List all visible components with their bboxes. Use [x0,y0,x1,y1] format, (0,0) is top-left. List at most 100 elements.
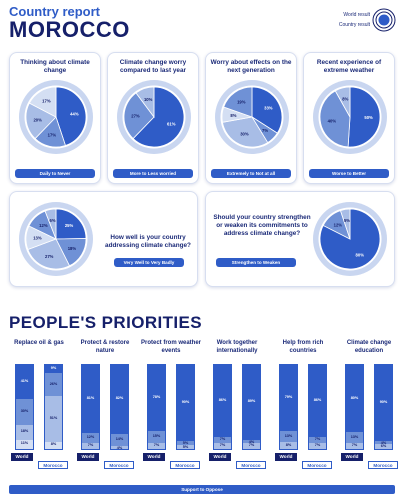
card-title: Should your country strengthen or weaken… [213,214,311,237]
card-addressing: 25% 18% 27% 13% 12% 6% How well is your count… [9,191,198,287]
bar-segment: 14% [111,433,128,446]
pie-slice [223,86,253,118]
bar-label: 12% [86,435,95,440]
bar-label: 4% [248,439,255,444]
bar-segment: 8% [45,441,62,449]
pie-slice [339,208,351,240]
pie-label: 12% [39,223,48,228]
pie-chart: 44% 17% 20% 17% [19,80,93,154]
scale-bar: Extremely to Not at all [211,169,291,178]
bar-label: 30% [20,409,29,414]
priority-title: Help from rich countries [282,340,324,354]
bar-label: 79% [284,395,293,400]
pie-label: 40% [328,119,337,124]
bar-segment: 7% [214,437,231,444]
bar-label: 13% [284,433,293,438]
pie-chart: 61% 27% 10% [117,80,191,154]
legend-country: Country result [338,22,370,28]
priority-group: Protect & restore nature 81% 12% 7% World 82%… [75,340,135,470]
pie-label: 17% [48,133,57,138]
bar-segment: 7% [82,443,99,449]
scale-bar: Strengthen to Weaken [216,258,296,267]
stacked-bar-world: 86% 7% 7% [213,364,232,450]
pie-label: 6% [50,218,56,223]
priority-title: Replace oil & gas [14,340,64,346]
bar-category-label: World [275,453,297,461]
bar-segment: 81% [82,365,99,434]
bar-segment: 15% [148,430,165,444]
bar-label: 9% [50,366,57,371]
stacked-bar-morocco: 90% 4% 6% [374,364,393,450]
bar-label: 4% [116,445,123,450]
bar-label: 26% [49,381,58,386]
bar-segment: 7% [148,443,165,449]
bar-label: 7% [248,443,255,448]
stacked-bar-world: 79% 13% 8% [279,364,298,450]
card-commitments: Should your country strengthen or weaken… [205,191,395,287]
stacked-bar-morocco: 9% 26% 51% 8% [44,364,63,450]
pie-label: 33% [264,106,273,111]
bar-segment: 90% [177,365,194,441]
bar-category-label: World [143,453,165,461]
bar-category-label: Morocco [38,461,68,469]
pie-label: 27% [45,254,54,259]
bar-label: 11% [20,441,29,446]
scale-bar: Support to Oppose [9,485,395,494]
pie-chart: 33% 7% 30% 8% 19% [215,80,289,154]
card-thinking: Thinking about climate change 44% 17% 20% 1… [9,52,101,184]
bar-label: 82% [115,396,124,401]
pie-label: 44% [70,112,79,117]
pie-label: 8% [230,113,236,118]
pie-slice [25,102,57,140]
pie-label: 19% [237,99,246,104]
stacked-bar-world: 80% 13% 7% [345,364,364,450]
bar-label: 86% [313,398,322,403]
report-kicker: Country report [9,4,100,19]
bar-label: 7% [153,443,160,448]
priority-group: Protect from weather events 78% 15% 7% World… [141,340,201,470]
bar-category-label: World [11,453,33,461]
pie-label: 50% [364,115,373,120]
bar-label: 90% [181,399,190,404]
pie-label: 25% [65,223,74,228]
pie-slice [55,208,87,240]
bar-label: 7% [219,437,226,442]
bar-category-label: Morocco [170,461,200,469]
bar-label: 5% [182,440,189,445]
bar-segment: 86% [214,365,231,438]
scale-bar: Worse to Better [309,169,389,178]
card-extreme-weather: Recent experience of extreme weather 50%… [303,52,395,184]
bar-label: 7% [314,437,321,442]
priority-group: Help from rich countries 79% 13% 8% World 86%… [273,340,333,470]
pie-label: 17% [42,99,51,104]
country-title: MOROCCO [9,17,130,42]
bar-segment: 4% [111,445,128,450]
bar-segment: 78% [148,365,165,431]
priority-title: Work together internationally [216,340,258,354]
card-title: How well is your country addressing clim… [105,234,191,249]
bar-segment: 51% [45,396,62,442]
pie-label: 27% [131,113,140,118]
pie-label: 80% [356,252,365,257]
bar-label: 7% [87,443,94,448]
bar-segment: 90% [375,365,392,441]
bar-segment: 5% [177,444,194,449]
bar-segment: 12% [82,433,99,444]
bar-label: 81% [86,396,95,401]
pie-label: 61% [167,121,176,126]
pie-slice [27,238,71,270]
pie-label: 7% [262,128,268,133]
bar-segment: 5% [177,440,194,445]
pie-slice [222,116,269,148]
pie-slice [347,86,381,148]
stacked-bar-morocco: 86% 7% 7% [308,364,327,450]
pie-label: 8% [342,97,348,102]
priority-title: Protect from weather events [141,340,202,354]
bar-label: 7% [351,443,358,448]
bar-category-label: Morocco [368,461,398,469]
pie-label: 5% [344,218,350,223]
card-title: Recent experience of extreme weather [316,59,382,74]
bar-label: 7% [314,443,321,448]
pie-slice [319,90,351,148]
pie-label: 18% [68,246,77,251]
